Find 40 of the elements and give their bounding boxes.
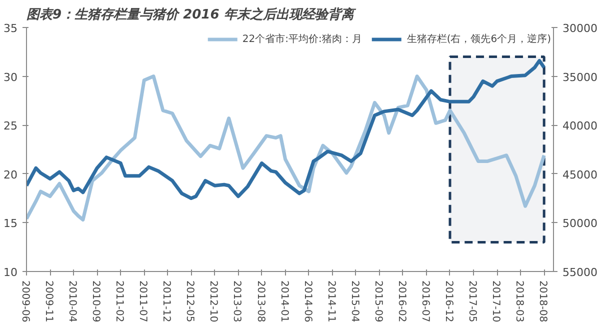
x-tick-label: 2013-08: [254, 280, 266, 322]
x-tick-label: 2009-11: [43, 280, 54, 322]
x-tick-label: 2013-03: [231, 280, 242, 322]
x-tick-label: 2012-10: [208, 280, 219, 322]
y-tick-label: 15: [4, 217, 18, 230]
legend-label: 22个省市:平均价:猪肉：月: [242, 32, 362, 46]
x-tick-label: 2018-03: [514, 280, 525, 322]
y2-tick-label: 55000: [562, 266, 598, 279]
y2-tick-label: 35000: [562, 70, 598, 84]
x-tick-label: 2012-05: [184, 280, 196, 322]
x-tick-label: 2010-04: [66, 280, 78, 322]
x-tick-label: 2015-04: [348, 280, 360, 322]
line-series: [26, 58, 546, 200]
y-tick-label: 25: [4, 120, 18, 133]
line-series: [26, 74, 546, 222]
y2-tick-label: 50000: [562, 217, 598, 230]
y-tick-label: 10: [4, 266, 18, 279]
x-tick-label: 2010-09: [90, 280, 102, 322]
y-tick-label: 30: [4, 70, 18, 84]
x-tick-label: 2011-02: [114, 280, 125, 322]
y2-tick-label: 30000: [562, 22, 598, 35]
y2-tick-label: 45000: [562, 168, 598, 182]
x-tick-label: 2016-12: [442, 280, 454, 322]
x-tick-label: 2016-07: [419, 280, 430, 322]
x-tick-label: 2017-05: [466, 280, 478, 322]
x-tick-label: 2009-06: [20, 280, 30, 322]
legend-label: 生猪存栏(右，领先6个月，逆序): [406, 32, 551, 46]
y-tick-label: 20: [4, 168, 18, 182]
y-tick-label: 35: [4, 22, 18, 35]
x-tick-label: 2014-11: [325, 280, 336, 322]
chart-title: 图表9：生猪存栏量与猪价 2016 年末之后出现经验背离: [26, 6, 357, 22]
x-tick-label: 2011-07: [137, 280, 148, 322]
x-tick-label: 2014-06: [302, 280, 313, 322]
x-tick-label: 2014-01: [278, 280, 290, 322]
x-tick-label: 2016-02: [396, 280, 407, 322]
y2-tick-label: 40000: [562, 120, 598, 133]
x-tick-label: 2018-08: [537, 280, 548, 322]
x-tick-label: 2017-10: [490, 280, 502, 322]
x-tick-label: 2011-12: [160, 280, 172, 322]
x-tick-label: 2015-09: [372, 280, 384, 322]
